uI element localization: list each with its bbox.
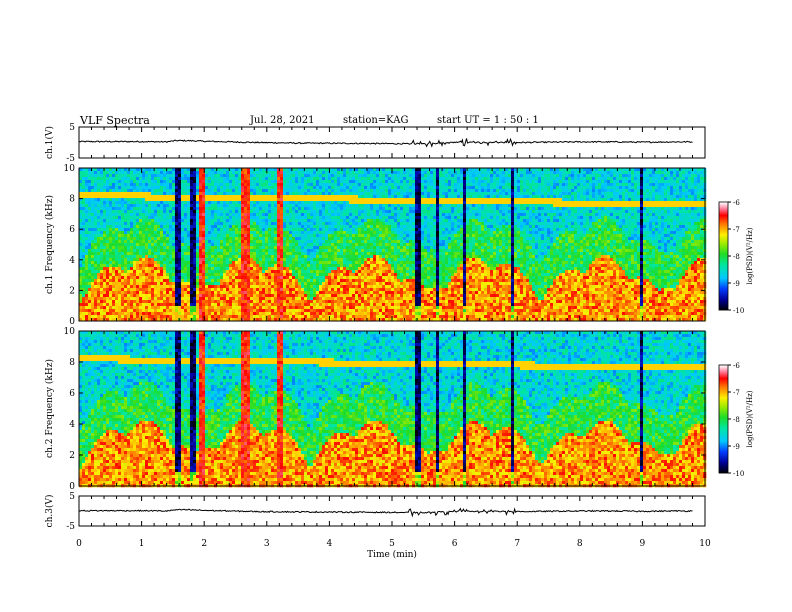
ch1-spectrogram-panel-ytick: 8 — [69, 195, 75, 205]
x-tick-label: 0 — [76, 539, 82, 549]
x-tick-label: 4 — [327, 539, 333, 549]
ch2-spectrogram-panel-colorbar-tick: -7 — [733, 389, 740, 397]
x-tick-label: 7 — [514, 539, 520, 549]
ch1-spectrogram-panel-colorbar-tick: -7 — [733, 226, 740, 234]
ch2-spectrogram-panel-colorbar-tick: -10 — [733, 470, 744, 478]
ch1-spectrogram-panel-colorbar-label: log(PSD)(V²/Hz) — [746, 227, 754, 284]
x-tick-label: 2 — [201, 539, 207, 549]
ch1-spectrogram-panel-colorbar-tick: -10 — [733, 307, 744, 315]
ch2-spectrogram-panel-ytick: 2 — [69, 451, 75, 461]
ch1-spectrogram-panel-colorbar: -6 -7 -8 -9 -10 log(PSD)(V²/Hz) — [719, 199, 754, 315]
ch3-waveform-panel-ytick: -5 — [66, 522, 75, 532]
ch1-spectrogram-panel-ytick: 0 — [69, 317, 75, 327]
ch1-waveform-panel: 5 -5 ch.1(V) — [44, 123, 705, 164]
x-tick-label: 8 — [577, 539, 583, 549]
ch1-spectrogram-panel-colorbar-tick: -6 — [733, 199, 740, 207]
ch2-spectrogram-panel-ylabel: ch.2 Frequency (kHz) — [44, 359, 55, 458]
ch1-spectrogram-panel: 0 2 4 6 8 10 ch.1 Frequency (kHz) — [44, 164, 706, 327]
ch1-spectrogram-panel-ytick: 2 — [69, 286, 75, 296]
ch1-spectrogram-panel-colorbar-tick: -9 — [733, 280, 740, 288]
ch2-spectrogram-panel-colorbar: -6 -7 -8 -9 -10 log(PSD)(V²/Hz) — [719, 362, 754, 478]
x-tick-label: 1 — [139, 539, 145, 549]
ch2-spectrogram-panel: 0 2 4 6 8 10 ch.2 Frequency (kHz) — [44, 327, 706, 492]
x-axis-labels: 0 1 2 3 4 5 6 7 8 9 10 Time (min) — [76, 539, 711, 560]
x-tick-label: 9 — [640, 539, 646, 549]
ch1-spectrogram-panel-ytick: 4 — [69, 256, 75, 266]
ch1-spectrogram-panel-ytick: 10 — [64, 164, 76, 174]
ch2-spectrogram-panel-ytick: 10 — [64, 327, 76, 337]
x-axis-title: Time (min) — [367, 549, 417, 560]
ch3-waveform-panel-ylabel: ch.3(V) — [44, 495, 55, 528]
ch3-waveform-panel: 5 -5 ch.3(V) — [44, 492, 705, 532]
ch2-spectrogram-panel-colorbar-label: log(PSD)(V²/Hz) — [746, 390, 754, 447]
x-tick-label: 6 — [452, 539, 458, 549]
ch2-spectrogram-panel-ytick: 4 — [69, 420, 75, 430]
ch1-waveform-panel-ytick: -5 — [66, 154, 75, 164]
x-tick-label: 5 — [389, 539, 395, 549]
ch3-waveform-panel-ytick: 5 — [69, 492, 75, 502]
x-tick-label: 3 — [264, 539, 270, 549]
ch1-spectrogram-panel-ylabel: ch.1 Frequency (kHz) — [44, 195, 55, 294]
ch2-spectrogram-panel-ytick: 8 — [69, 358, 75, 368]
ch1-waveform-panel-ylabel: ch.1(V) — [44, 126, 55, 159]
x-tick-label: 10 — [699, 539, 711, 549]
ch2-spectrogram-panel-colorbar-tick: -8 — [733, 416, 740, 424]
ch1-waveform-panel-ytick: 5 — [69, 123, 75, 133]
ch2-spectrogram-panel-colorbar-tick: -9 — [733, 443, 740, 451]
ch2-spectrogram-panel-ytick: 0 — [69, 482, 75, 492]
ch2-spectrogram-panel-ytick: 6 — [69, 389, 75, 399]
ch1-spectrogram-panel-colorbar-tick: -8 — [733, 253, 740, 261]
ch2-spectrogram-panel-colorbar-tick: -6 — [733, 362, 740, 370]
ch1-spectrogram-panel-ytick: 6 — [69, 225, 75, 235]
